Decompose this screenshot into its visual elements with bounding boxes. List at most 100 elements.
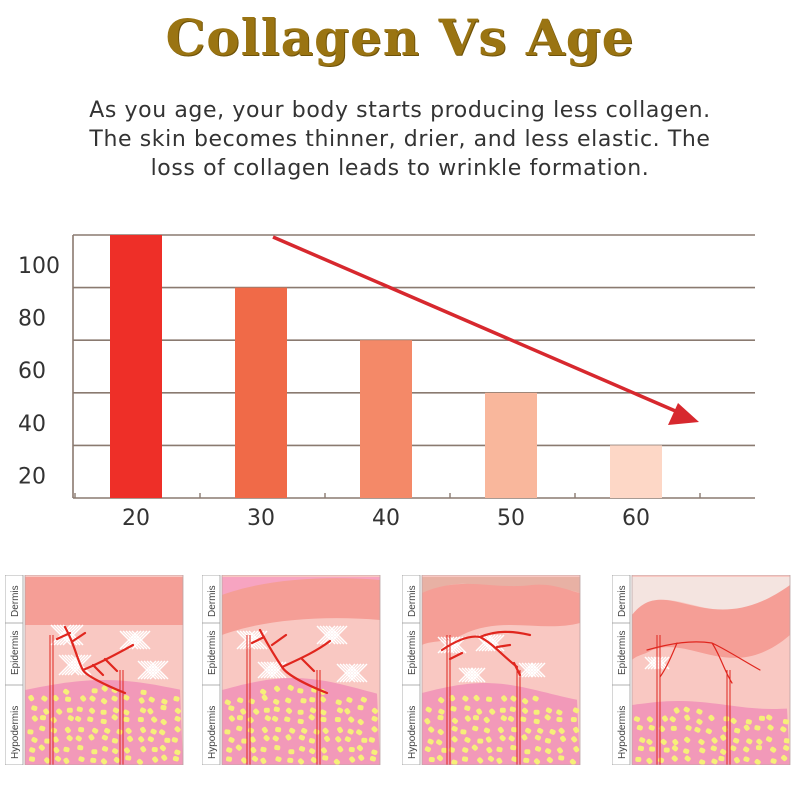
fat-cell <box>274 685 281 692</box>
skin-diagram: Hypodermis Epidermis Dermis <box>5 575 184 765</box>
fat-cell <box>101 734 109 741</box>
fat-cell <box>662 715 668 722</box>
fat-cell <box>569 758 576 765</box>
fat-cell <box>348 716 355 723</box>
fat-cell <box>437 728 444 736</box>
fat-cell <box>523 757 530 763</box>
fat-cell <box>66 707 73 713</box>
fat-cell <box>297 709 304 715</box>
fat-cell <box>770 758 777 764</box>
fat-cell <box>236 715 244 721</box>
fat-cell <box>335 736 342 743</box>
fat-cell <box>104 727 111 734</box>
fat-cell <box>534 746 542 752</box>
fat-cell <box>160 704 167 711</box>
fat-cell <box>357 704 364 711</box>
fat-cell <box>708 714 715 722</box>
fat-cell <box>297 758 305 765</box>
fat-cell <box>424 718 431 725</box>
fat-cell <box>657 757 665 763</box>
fat-cell <box>766 714 773 721</box>
collagen-bar-chart: 100 80 60 40 20 20 30 40 50 60 <box>18 234 755 531</box>
fat-cell <box>671 745 679 752</box>
fat-cell <box>337 746 344 753</box>
fat-cell <box>461 756 469 762</box>
fat-cell <box>425 706 432 713</box>
fat-cell <box>272 735 279 742</box>
fat-cell <box>485 736 492 743</box>
fat-cell <box>63 757 70 764</box>
fat-cell <box>743 724 750 731</box>
fat-cell <box>335 699 342 706</box>
fat-cell <box>226 747 233 753</box>
fat-cell <box>437 714 444 721</box>
fat-cell <box>140 689 147 695</box>
fat-cell <box>522 698 529 705</box>
fat-cell <box>781 754 788 762</box>
fat-cell <box>147 736 154 743</box>
fat-cell <box>545 707 553 714</box>
page-title: Collagen Vs Age <box>165 8 635 67</box>
fat-cell <box>250 746 257 754</box>
fat-cell <box>639 737 646 743</box>
fat-cell <box>263 707 270 713</box>
blood-vessel <box>646 641 761 684</box>
collagen-fiber <box>437 636 455 654</box>
fat-cell <box>241 757 248 764</box>
fat-cell <box>63 688 70 695</box>
fat-cell <box>349 756 356 763</box>
fat-cell <box>289 727 296 734</box>
fat-cell <box>718 755 725 762</box>
fat-cell <box>77 745 84 751</box>
fat-cell <box>88 707 96 714</box>
fat-cell <box>298 746 306 752</box>
fat-cell <box>123 747 130 754</box>
fat-cell <box>436 754 443 762</box>
fat-cell <box>648 724 655 731</box>
fat-cell <box>52 695 59 702</box>
fat-cell <box>148 696 155 703</box>
layer-label-strip <box>5 575 24 765</box>
fat-cell <box>357 718 364 726</box>
epidermis-layer <box>222 578 380 635</box>
fat-cell <box>228 705 235 711</box>
fat-cell <box>684 714 691 721</box>
fat-cell <box>241 738 248 744</box>
fat-cell <box>670 725 677 731</box>
fat-cell <box>78 756 85 762</box>
fat-cell <box>544 738 552 744</box>
fat-cell <box>112 748 119 755</box>
fat-cells <box>27 685 182 765</box>
fat-cell <box>746 738 753 745</box>
fat-cell <box>67 715 74 722</box>
fat-cell <box>31 737 38 743</box>
fat-cell <box>44 738 51 744</box>
fat-cell <box>521 734 528 741</box>
fat-cell <box>699 759 706 765</box>
fat-cell <box>471 744 478 751</box>
fat-cell <box>271 715 279 722</box>
fat-cell <box>371 707 379 714</box>
fat-cell <box>472 725 479 732</box>
fat-cell <box>489 708 496 715</box>
collagen-fiber <box>464 667 480 683</box>
fat-cell <box>672 739 679 746</box>
collagen-fiber <box>62 624 84 646</box>
x-tick-label: 20 <box>122 506 150 531</box>
y-tick-label: 100 <box>18 254 60 279</box>
y-tick-label: 60 <box>18 359 46 384</box>
fat-cell <box>347 728 354 735</box>
layer-label-strip <box>612 575 631 765</box>
fat-cell <box>159 729 166 736</box>
collagen-fiber <box>656 656 670 670</box>
fat-cell <box>160 718 167 726</box>
blood-vessel <box>55 625 135 695</box>
fat-cell <box>783 738 790 744</box>
collagen-fiber <box>470 667 486 683</box>
bar <box>110 235 162 498</box>
fat-cell <box>261 726 268 734</box>
fat-cell <box>301 727 308 734</box>
fat-cell <box>497 726 504 734</box>
fat-cell <box>174 715 181 722</box>
fat-cell <box>765 736 773 743</box>
